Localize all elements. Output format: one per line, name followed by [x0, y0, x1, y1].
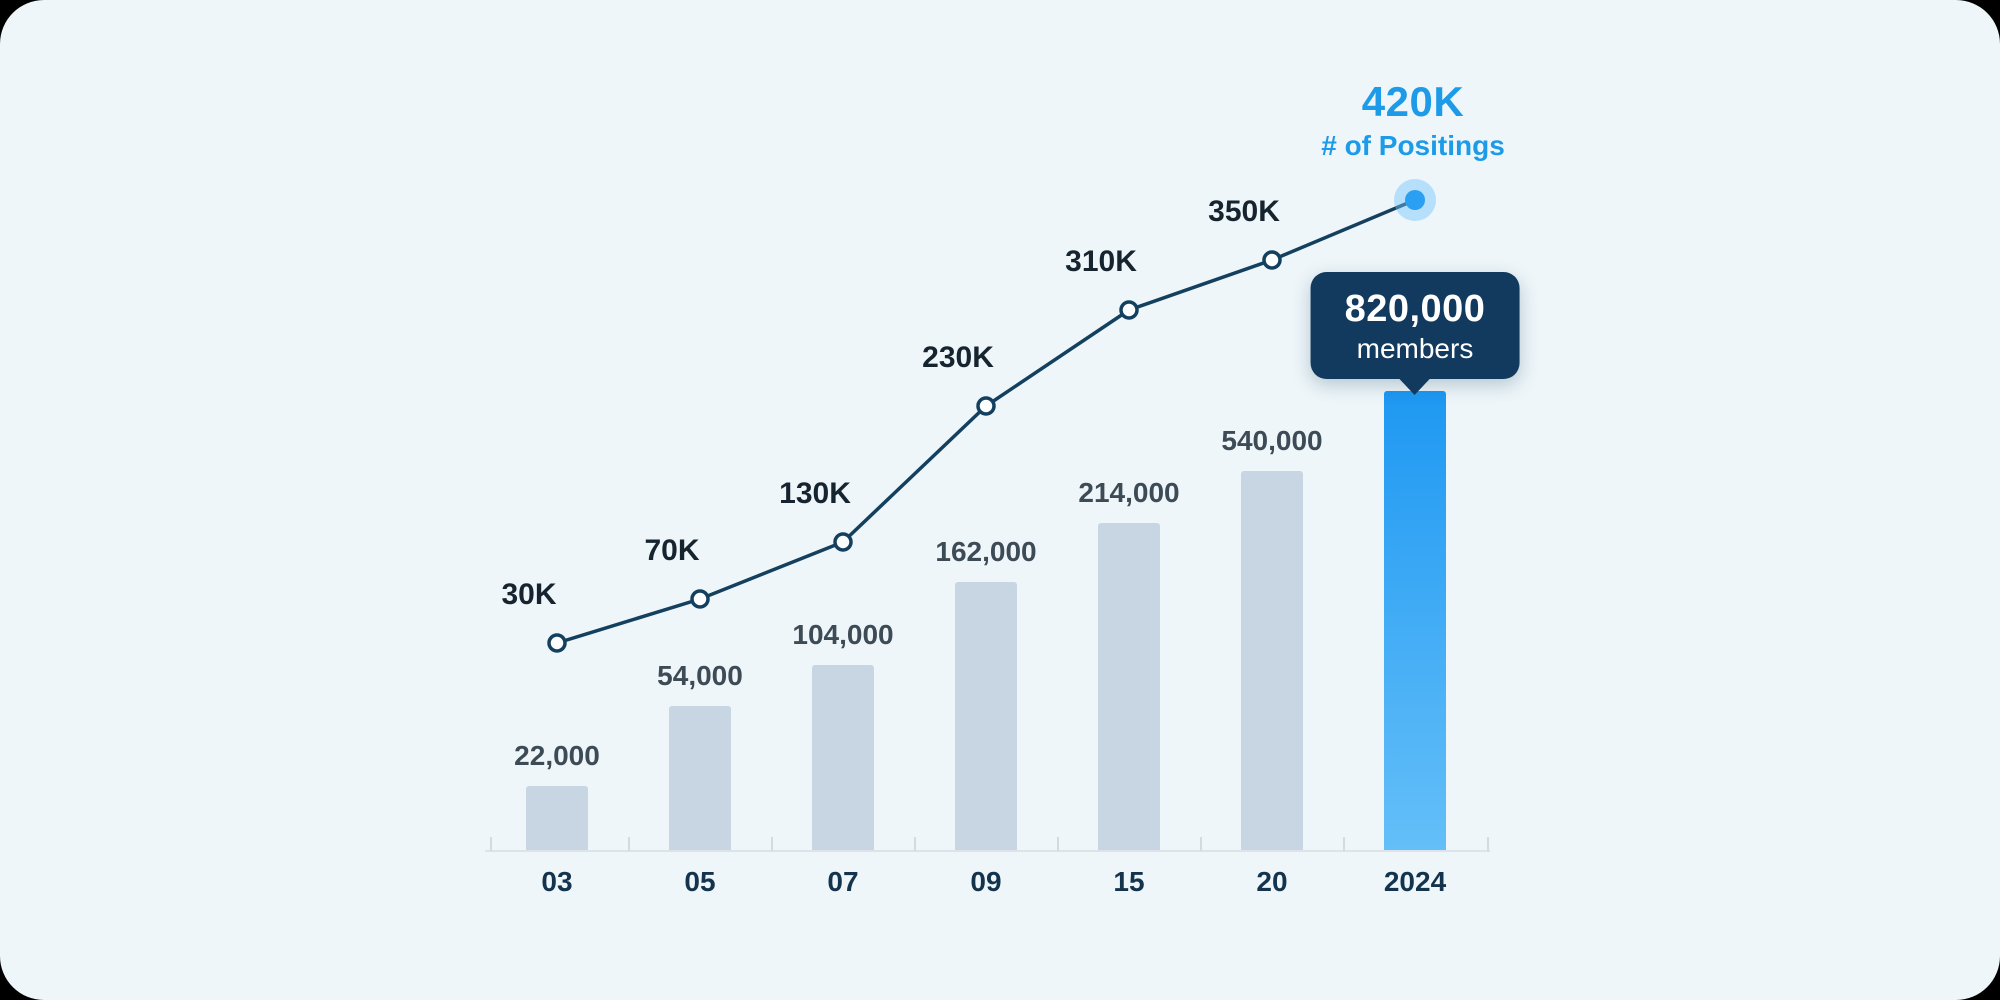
members-tooltip-value: 820,000	[1344, 288, 1486, 330]
bar-members	[812, 665, 874, 850]
bar-value-label: 214,000	[1078, 477, 1180, 508]
postings-highlight-caption: # of Positings	[1321, 130, 1505, 161]
postings-highlight-label: 420K # of Positings	[1321, 78, 1505, 162]
line-marker	[833, 532, 853, 552]
members-tooltip-caption: members	[1356, 333, 1474, 364]
bar-value-label: 162,000	[935, 536, 1037, 567]
x-axis-category-label: 20	[1256, 866, 1288, 897]
line-marker	[690, 589, 710, 609]
members-tooltip: 820,000 members	[1310, 272, 1520, 395]
bar-value-label: 54,000	[657, 660, 743, 691]
axis-tick	[490, 837, 492, 851]
bar-members-highlight	[1384, 391, 1446, 850]
bar-value-label: 104,000	[792, 619, 894, 650]
x-axis-category-label: 05	[684, 866, 716, 897]
bar-members	[526, 786, 588, 850]
axis-tick	[914, 837, 916, 851]
line-value-label: 230K	[922, 341, 994, 374]
axis-tick	[1057, 837, 1059, 851]
line-marker	[1119, 300, 1139, 320]
line-marker	[547, 633, 567, 653]
axis-tick	[628, 837, 630, 851]
line-marker	[1262, 250, 1282, 270]
line-value-label: 130K	[779, 477, 851, 510]
x-axis-category-label: 09	[970, 866, 1002, 897]
bar-members	[1098, 523, 1160, 850]
bar-value-label: 540,000	[1221, 425, 1323, 456]
tooltip-pointer-icon	[1399, 378, 1431, 395]
line-value-label: 310K	[1065, 245, 1137, 278]
line-marker-highlight	[1405, 190, 1425, 210]
x-axis-category-label: 03	[541, 866, 573, 897]
bar-members	[1241, 471, 1303, 850]
line-value-label: 70K	[644, 534, 700, 567]
line-value-label: 30K	[501, 578, 557, 611]
line-marker	[976, 396, 996, 416]
axis-tick	[1343, 837, 1345, 851]
bar-members	[669, 706, 731, 850]
bar-value-label: 22,000	[514, 740, 600, 771]
x-axis-category-label: 15	[1113, 866, 1145, 897]
postings-line	[556, 198, 1416, 645]
x-axis-category-label: 07	[827, 866, 859, 897]
axis-tick	[1487, 837, 1489, 851]
postings-highlight-value: 420K	[1361, 78, 1465, 125]
line-value-label: 350K	[1208, 195, 1280, 228]
x-axis-line	[485, 850, 1490, 852]
axis-tick	[771, 837, 773, 851]
axis-tick	[1200, 837, 1202, 851]
x-axis-category-label: 2024	[1383, 866, 1447, 897]
bar-members	[955, 582, 1017, 850]
